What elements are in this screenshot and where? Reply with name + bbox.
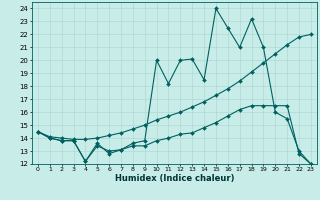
X-axis label: Humidex (Indice chaleur): Humidex (Indice chaleur) [115,174,234,183]
